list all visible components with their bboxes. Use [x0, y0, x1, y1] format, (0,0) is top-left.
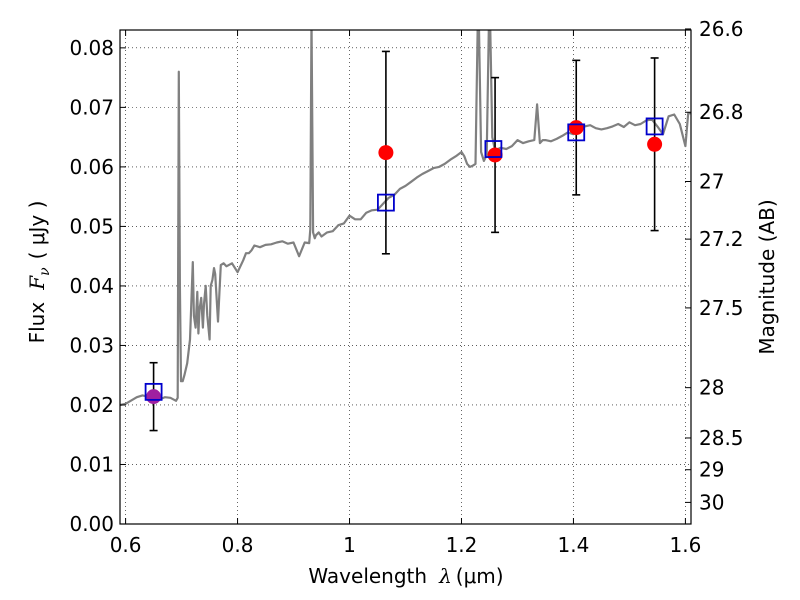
mag-tick-label: 26.6	[699, 17, 744, 41]
y-label-subscript: ν	[37, 267, 53, 276]
y-tick-label: 0.04	[69, 274, 114, 298]
plot-frame	[119, 29, 692, 525]
x-label-units: (μm)	[456, 564, 504, 588]
y-tick-label: 0.07	[69, 95, 114, 119]
mag-tick-label: 27	[699, 170, 724, 194]
mag-tick-label: 26.8	[699, 100, 744, 124]
synthetic-squares	[144, 117, 664, 401]
y-tick-label: 0.06	[69, 155, 114, 179]
x-tick-label: 0.8	[222, 533, 254, 557]
observed-point	[378, 145, 394, 161]
synthetic-square	[484, 140, 503, 158]
y-tick-label: 0.08	[69, 36, 114, 60]
observed-point	[487, 147, 503, 163]
y-axis-label: Flux Fν ( μJy )	[25, 201, 53, 344]
mag-tick-label: 29	[699, 458, 724, 482]
observed-point	[647, 136, 663, 152]
mag-tick-label: 27.2	[699, 227, 744, 251]
observed-point	[146, 389, 162, 405]
magnitude-axis-label: Magnitude (AB)	[755, 199, 779, 354]
y-tick-label: 0.05	[69, 214, 114, 238]
plot-background	[120, 30, 691, 524]
mag-tick-label: 28.5	[699, 426, 744, 450]
y-axis: 0.00 0.01 0.02 0.03 0.04 0.05 0.06 0.07 0.08	[69, 36, 126, 536]
x-axis: 0.6 0.8 1 1.2 1.4 1.6	[110, 30, 701, 557]
synthetic-square	[645, 117, 664, 136]
mag-tick-label: 27.5	[699, 296, 744, 320]
synthetic-square	[144, 382, 163, 401]
y-tick-label: 0.02	[69, 393, 114, 417]
x-tick-label: 0.6	[110, 533, 142, 557]
x-tick-label: 1	[343, 533, 356, 557]
y-label-text: Flux	[25, 302, 49, 344]
x-tick-label: 1.2	[446, 533, 478, 557]
mag-tick-label: 28	[699, 376, 724, 400]
x-tick-label: 1.6	[669, 533, 701, 557]
x-label-text: Wavelength	[308, 564, 427, 588]
synthetic-square	[377, 193, 395, 212]
magnitude-axis: 26.6 26.8 27 27.2 27.5 28 28.5 29 30	[685, 17, 744, 514]
x-label-symbol: λ	[438, 564, 452, 588]
y-label-symbol: F	[25, 275, 49, 291]
y-tick-label: 0.00	[69, 512, 114, 536]
y-tick-label: 0.01	[69, 452, 114, 476]
y-label-units: ( μJy )	[25, 201, 49, 260]
observed-point	[568, 120, 584, 136]
x-axis-label: Wavelength λ (μm)	[308, 564, 503, 588]
mag-tick-label: 30	[699, 490, 724, 514]
y-tick-label: 0.03	[69, 333, 114, 357]
synthetic-square	[567, 123, 586, 142]
x-tick-label: 1.4	[558, 533, 590, 557]
